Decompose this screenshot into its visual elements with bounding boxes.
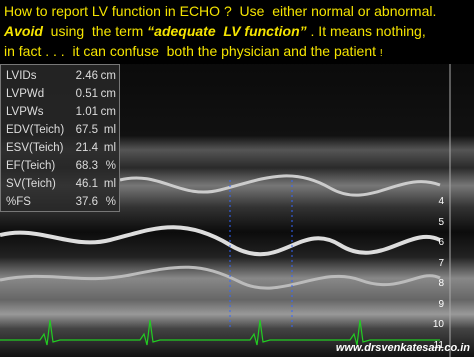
measurement-value: 67.5	[75, 124, 98, 136]
measurement-unit: cm	[100, 70, 116, 82]
header-text: Avoid	[4, 23, 43, 39]
depth-label: 10	[432, 319, 444, 330]
measurement-value: 37.6	[75, 196, 98, 208]
depth-label: 4	[438, 196, 444, 207]
measurement-label: EDV(Teich)	[6, 124, 65, 136]
header-line: How to report LV function in ECHO ? Use …	[4, 1, 470, 21]
measurement-value: 46.1	[75, 178, 98, 190]
measurement-unit: %	[105, 160, 116, 172]
website: www.drsvenkatesan.co.in	[335, 342, 470, 354]
measurement-row: LVPWd 0.51 cm	[4, 85, 116, 103]
measurement-panel: LVIDs 2.46 cm LVPWd 0.51 cm LVPWs 1.01 cm EDV(Tei…	[0, 64, 120, 212]
depth-label: 6	[438, 237, 444, 248]
measurement-label: SV(Teich)	[6, 178, 56, 190]
header-text: using the term	[42, 23, 148, 39]
measurement-row: LVIDs 2.46 cm	[4, 67, 116, 85]
wall-trace	[0, 225, 441, 257]
header-line: Avoid using the term “adequate LV functi…	[4, 21, 470, 41]
measurement-unit: cm	[100, 88, 116, 100]
measurement-label: LVPWs	[6, 106, 44, 118]
measurement-label: LVIDs	[6, 70, 37, 82]
measurement-label: LVPWd	[6, 88, 45, 100]
depth-label: 8	[438, 278, 444, 289]
measurement-unit: cm	[100, 106, 116, 118]
measurement-row: EDV(Teich) 67.5 ml	[4, 121, 116, 139]
measurement-value: 2.46	[75, 70, 98, 82]
ecg-trace	[0, 319, 440, 346]
measurement-value: 21.4	[75, 142, 98, 154]
measurement-label: EF(Teich)	[6, 160, 56, 172]
measurement-label: ESV(Teich)	[6, 142, 64, 154]
measurement-row: LVPWs 1.01 cm	[4, 103, 116, 121]
measurement-row: EF(Teich) 68.3%	[4, 157, 116, 175]
depth-label: 5	[438, 216, 444, 228]
header-text: How to report LV function in ECHO ? Use …	[4, 3, 437, 19]
header-text: . It means nothing,	[306, 23, 426, 39]
measurement-unit: ml	[103, 178, 116, 190]
header: How to report LV function in ECHO ? Use …	[0, 0, 474, 64]
depth-label: 11	[433, 339, 444, 351]
measurement-row: %FS 37.6%	[4, 193, 116, 211]
measurement-label: %FS	[6, 196, 31, 208]
depth-label: 7	[438, 257, 444, 269]
header-text: “adequate LV function”	[147, 23, 307, 39]
measurement-value: 68.3	[75, 160, 98, 172]
measurement-value: 0.51	[75, 88, 98, 100]
header-text: !	[379, 48, 383, 59]
wall-trace	[0, 265, 441, 290]
wall-trace	[119, 174, 441, 197]
measurement-row: ESV(Teich) 21.4 ml	[4, 139, 116, 157]
depth-label: 9	[438, 298, 444, 310]
measurement-unit: ml	[103, 142, 116, 154]
header-line: in fact . . . it can confuse both the ph…	[4, 41, 470, 64]
measurement-row: SV(Teich) 46.1 ml	[4, 175, 116, 193]
measurement-value: 1.01	[75, 106, 98, 118]
measurement-unit: ml	[103, 124, 116, 136]
measurement-unit: %	[105, 196, 116, 208]
header-text: in fact . . . it can confuse both the ph…	[4, 43, 380, 59]
